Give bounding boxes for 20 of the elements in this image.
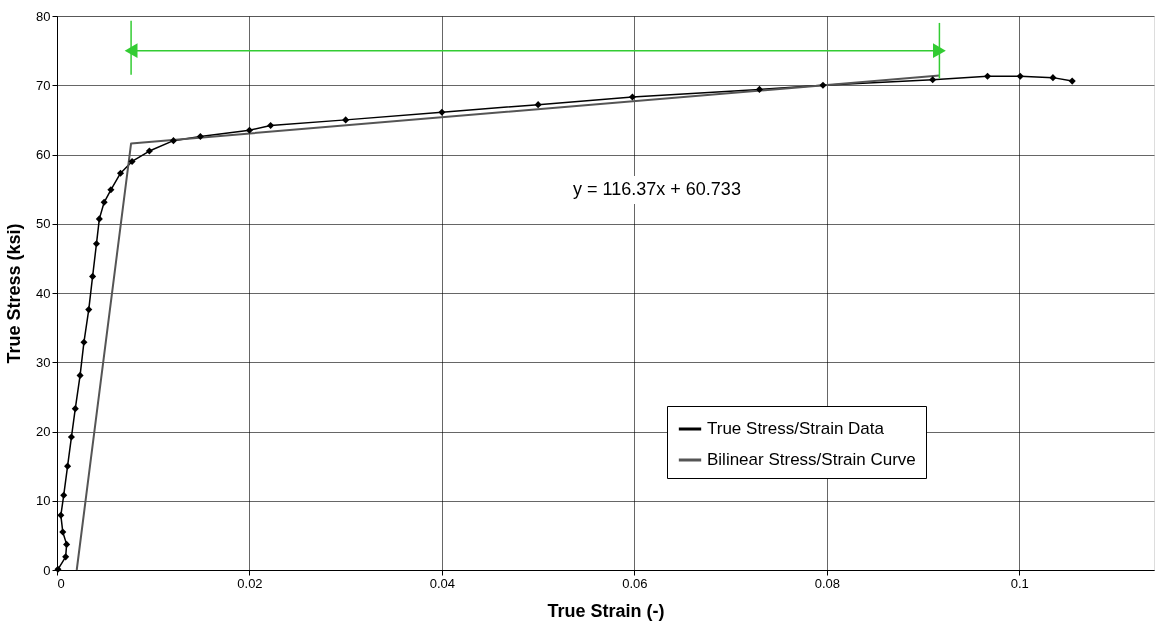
- x-tick-label: 0.1: [1010, 575, 1029, 591]
- y-tick-label: 80: [36, 8, 51, 24]
- y-tick-label: 70: [36, 77, 51, 93]
- y-tick-label: 30: [36, 354, 51, 370]
- y-tick-label: 60: [36, 147, 51, 162]
- x-tick-label: 0.08: [814, 575, 840, 591]
- x-tick-label: 0.04: [429, 575, 456, 591]
- y-tick-label: 0: [43, 562, 51, 578]
- y-tick-label: 40: [36, 285, 51, 301]
- y-axis-title: True Stress (ksi): [4, 223, 25, 364]
- legend-label: Bilinear Stress/Strain Curve: [707, 450, 916, 469]
- x-tick-label: 0.02: [237, 575, 263, 591]
- y-tick-label: 50: [36, 216, 51, 232]
- x-tick-label: 0: [57, 575, 65, 591]
- y-tick-label: 10: [36, 493, 51, 509]
- y-tick-label: 20: [36, 424, 51, 439]
- annotation: y = 116.37x + 60.733: [573, 179, 741, 199]
- legend-label: True Stress/Strain Data: [707, 419, 885, 438]
- x-axis-title: True Strain (-): [547, 600, 665, 621]
- x-tick-label: 0.06: [622, 575, 648, 591]
